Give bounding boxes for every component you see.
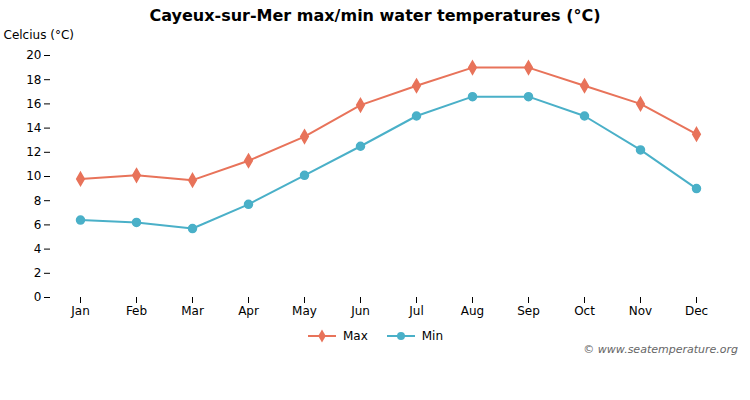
svg-text:0: 0: [34, 290, 42, 304]
svg-text:Jun: Jun: [350, 304, 370, 318]
svg-text:4: 4: [34, 242, 42, 256]
svg-text:18: 18: [26, 73, 41, 87]
svg-text:Mar: Mar: [181, 304, 204, 318]
html-text:© www.seatemperature.org: © www.seatemperature.org: [583, 343, 738, 356]
svg-text:14: 14: [26, 121, 41, 135]
svg-text:Jan: Jan: [70, 304, 90, 318]
svg-text:8: 8: [34, 194, 42, 208]
svg-text:6: 6: [34, 218, 42, 232]
svg-text:Feb: Feb: [126, 304, 147, 318]
svg-text:Celcius (°C): Celcius (°C): [4, 28, 74, 42]
svg-text:20: 20: [26, 48, 41, 62]
svg-text:12: 12: [26, 145, 41, 159]
svg-text:Dec: Dec: [685, 304, 708, 318]
svg-text:Oct: Oct: [574, 304, 595, 318]
svg-text:16: 16: [26, 97, 41, 111]
svg-text:Sep: Sep: [517, 304, 540, 318]
svg-text:10: 10: [26, 169, 41, 183]
svg-text:Jul: Jul: [408, 304, 423, 318]
svg-text:Apr: Apr: [238, 304, 259, 318]
svg-text:Nov: Nov: [629, 304, 652, 318]
html-text:Max: Max: [342, 329, 368, 343]
svg-text:May: May: [292, 304, 317, 318]
html-text:Min: Min: [421, 329, 443, 343]
html-text:Cayeux-sur-Mer max/min water t: Cayeux-sur-Mer max/min water temperature…: [149, 6, 601, 25]
svg-text:2: 2: [34, 266, 42, 280]
svg-text:Aug: Aug: [461, 304, 484, 318]
